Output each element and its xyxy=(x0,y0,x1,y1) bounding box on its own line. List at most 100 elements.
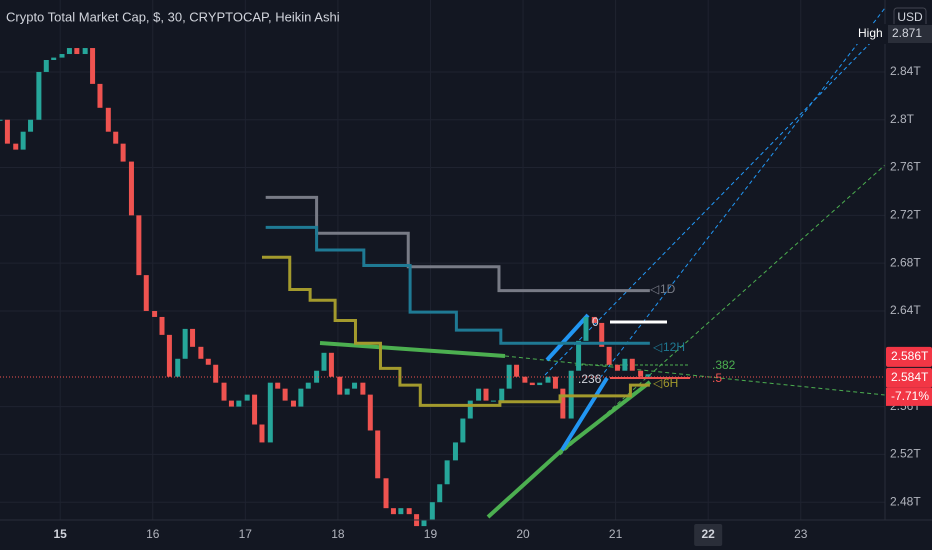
candle xyxy=(28,119,34,132)
candle xyxy=(522,376,528,383)
y-tick-label: 2.52T xyxy=(890,447,921,461)
candle xyxy=(105,107,111,132)
series-label: 1D xyxy=(660,282,676,296)
level-series xyxy=(265,225,650,345)
candle xyxy=(66,48,72,55)
candle xyxy=(460,418,466,443)
candle xyxy=(444,460,450,485)
series-label: 12H xyxy=(663,340,685,354)
candle xyxy=(290,400,296,407)
candle xyxy=(205,358,211,365)
candle xyxy=(259,424,265,443)
candle xyxy=(429,502,435,521)
candle xyxy=(152,310,158,317)
candle xyxy=(314,370,320,383)
x-tick-highlight xyxy=(694,524,723,546)
candle xyxy=(275,382,281,389)
series-label: 6H xyxy=(663,376,678,390)
candle xyxy=(467,400,473,419)
x-tick-label: 19 xyxy=(424,527,438,541)
level-arrow: ◁ xyxy=(653,340,663,354)
x-tick-label: 21 xyxy=(609,527,623,541)
candle xyxy=(182,328,188,359)
candle xyxy=(383,478,389,509)
y-tick-label: 2.48T xyxy=(890,494,921,508)
candle xyxy=(36,71,42,120)
candle xyxy=(13,143,19,150)
candle xyxy=(190,328,196,347)
candle xyxy=(398,508,404,515)
trend-line xyxy=(319,341,506,358)
candle xyxy=(421,520,427,527)
candle xyxy=(113,131,119,144)
candle xyxy=(59,54,65,58)
candle xyxy=(360,382,366,395)
price-tag xyxy=(886,346,932,367)
fib-label: .382 xyxy=(712,358,736,372)
currency: USD xyxy=(897,10,923,24)
candle xyxy=(128,161,134,216)
level-series xyxy=(265,195,650,293)
candle xyxy=(529,382,535,386)
candle xyxy=(213,364,219,383)
candle xyxy=(390,508,396,515)
change-tag xyxy=(886,387,932,406)
candle xyxy=(537,382,543,386)
price-tag xyxy=(886,367,932,388)
candle xyxy=(344,388,350,395)
level-series xyxy=(261,255,650,407)
price-axis xyxy=(885,0,932,550)
candle xyxy=(82,48,88,55)
y-tick-label: 2.72T xyxy=(890,208,921,222)
y-tick-label: 2.68T xyxy=(890,255,921,269)
change-label: -7.71% xyxy=(891,389,929,403)
fib-label: .236 xyxy=(578,372,602,386)
candle xyxy=(599,322,605,347)
candle xyxy=(328,352,334,377)
trend-line xyxy=(545,313,590,362)
candle xyxy=(606,346,612,365)
high-value: 2.871 xyxy=(892,26,922,40)
candle xyxy=(583,316,589,341)
candle xyxy=(367,394,373,431)
candle xyxy=(591,316,597,323)
candle xyxy=(51,57,57,60)
trend-dashed xyxy=(599,7,886,379)
candle xyxy=(20,131,26,150)
candle xyxy=(175,358,181,377)
candle xyxy=(337,376,343,395)
x-tick-label: 16 xyxy=(146,527,160,541)
price-tag-label: 2.584T xyxy=(891,370,929,384)
candle xyxy=(452,442,458,461)
level-arrow: ◁ xyxy=(653,376,663,390)
candle xyxy=(74,48,80,55)
fib-label: .5 xyxy=(712,371,722,385)
candle xyxy=(198,346,204,359)
trend-line xyxy=(560,376,609,452)
y-tick-label: 2.84T xyxy=(890,64,921,78)
candle xyxy=(244,394,250,401)
candle xyxy=(638,370,644,377)
high-label: High xyxy=(858,26,883,40)
trend-dashed xyxy=(544,0,914,376)
x-tick-label: 22 xyxy=(702,527,716,541)
candle xyxy=(236,400,242,407)
candle xyxy=(560,388,566,419)
y-tick-label: 2.76T xyxy=(890,160,921,174)
x-tick-label: 18 xyxy=(331,527,345,541)
high-value-bg xyxy=(888,25,932,43)
x-tick-label: 17 xyxy=(239,527,253,541)
candle xyxy=(143,275,149,311)
candle xyxy=(0,119,3,121)
candle xyxy=(576,340,582,371)
y-tick-label: 2.8T xyxy=(890,112,915,126)
candle xyxy=(90,48,96,84)
candle xyxy=(267,382,273,443)
trend-dashed xyxy=(504,355,886,396)
candle xyxy=(221,382,227,401)
candle xyxy=(4,119,10,144)
candles xyxy=(0,48,651,527)
candle xyxy=(483,388,489,401)
